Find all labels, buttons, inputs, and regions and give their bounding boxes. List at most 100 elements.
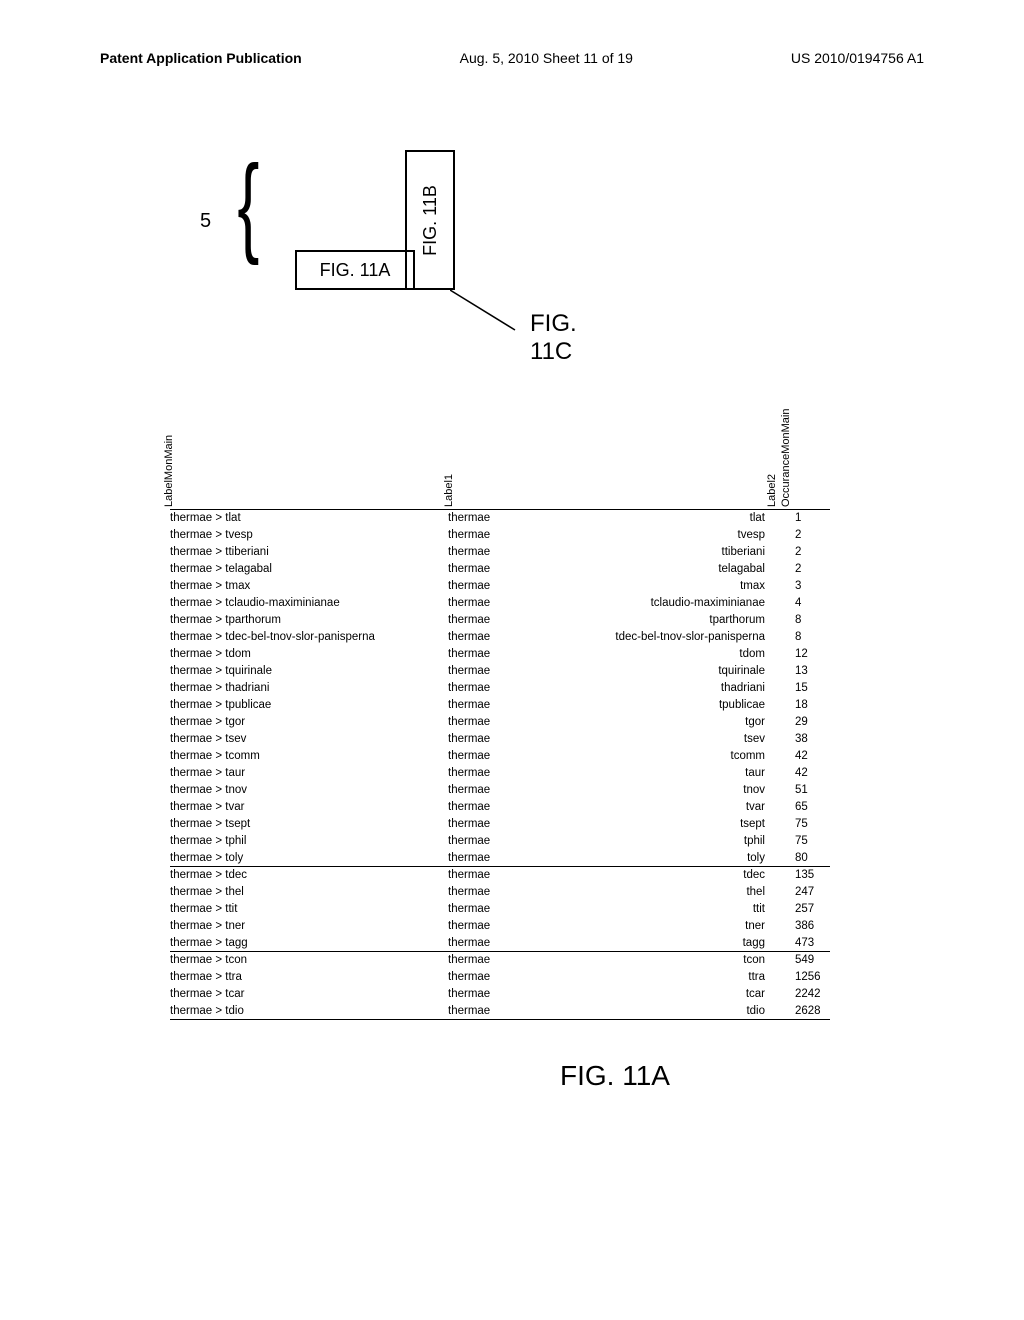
table-row: thermae > tgorthermaetgor29 — [170, 714, 830, 731]
cell-label1: thermae — [448, 952, 533, 969]
cell-label2: tnov — [533, 782, 795, 799]
header-right: US 2010/0194756 A1 — [791, 50, 924, 66]
cell-labelmonmain: thermae > tsev — [170, 731, 448, 748]
table-row: thermae > ttrathermaettra1256 — [170, 969, 830, 986]
cell-labelmonmain: thermae > tcomm — [170, 748, 448, 765]
cell-labelmonmain: thermae > thadriani — [170, 680, 448, 697]
cell-label1: thermae — [448, 527, 533, 544]
cell-label1: thermae — [448, 731, 533, 748]
cell-labelmonmain: thermae > taur — [170, 765, 448, 782]
brace-label: 5 — [200, 210, 211, 233]
cell-occurance: 38 — [795, 731, 830, 748]
cell-labelmonmain: thermae > tner — [170, 918, 448, 935]
cell-label1: thermae — [448, 663, 533, 680]
cell-occurance: 8 — [795, 612, 830, 629]
cell-label2: tphil — [533, 833, 795, 850]
table-row: thermae > tseptthermaetsept75 — [170, 816, 830, 833]
table-row: thermae > tpublicaethermaetpublicae18 — [170, 697, 830, 714]
cell-occurance: 257 — [795, 901, 830, 918]
cell-label2: tmax — [533, 578, 795, 595]
cell-labelmonmain: thermae > toly — [170, 850, 448, 866]
fig-box-a-label: FIG. 11A — [320, 260, 391, 281]
cell-label2: telagabal — [533, 561, 795, 578]
cell-labelmonmain: thermae > tquirinale — [170, 663, 448, 680]
cell-label2: tparthorum — [533, 612, 795, 629]
cell-occurance: 15 — [795, 680, 830, 697]
cell-occurance: 549 — [795, 952, 830, 969]
cell-occurance: 42 — [795, 748, 830, 765]
table-row: thermae > tolythermaetoly80 — [170, 850, 830, 867]
cell-label2: ttit — [533, 901, 795, 918]
table-row: thermae > thadrianithermaethadriani15 — [170, 680, 830, 697]
cell-occurance: 3 — [795, 578, 830, 595]
table-body: thermae > tlatthermaetlat1thermae > tves… — [170, 510, 830, 1020]
cell-label2: tdom — [533, 646, 795, 663]
cell-label2: tvar — [533, 799, 795, 816]
table-row: thermae > tconthermaetcon549 — [170, 952, 830, 969]
table-row: thermae > tmaxthermaetmax3 — [170, 578, 830, 595]
cell-label1: thermae — [448, 578, 533, 595]
cell-labelmonmain: thermae > thel — [170, 884, 448, 901]
cell-label1: thermae — [448, 629, 533, 646]
cell-labelmonmain: thermae > tsept — [170, 816, 448, 833]
cell-labelmonmain: thermae > tdio — [170, 1003, 448, 1019]
data-table: LabelMonMain Label1 Label2 OccuranceMonM… — [170, 410, 830, 1020]
cell-label1: thermae — [448, 697, 533, 714]
table-row: thermae > taurthermaetaur42 — [170, 765, 830, 782]
cell-occurance: 51 — [795, 782, 830, 799]
pointer-line-icon — [450, 290, 520, 350]
table-row: thermae > taggthermaetagg473 — [170, 935, 830, 952]
cell-labelmonmain: thermae > tdec-bel-tnov-slor-panisperna — [170, 629, 448, 646]
cell-label1: thermae — [448, 782, 533, 799]
cell-labelmonmain: thermae > tvar — [170, 799, 448, 816]
cell-label2: ttiberiani — [533, 544, 795, 561]
cell-label1: thermae — [448, 918, 533, 935]
table-row: thermae > ttiberianithermaettiberiani2 — [170, 544, 830, 561]
cell-labelmonmain: thermae > tvesp — [170, 527, 448, 544]
cell-occurance: 2 — [795, 527, 830, 544]
col-header-label1: Label1 — [443, 474, 455, 507]
cell-label1: thermae — [448, 816, 533, 833]
cell-occurance: 4 — [795, 595, 830, 612]
cell-occurance: 1256 — [795, 969, 830, 986]
table-row: thermae > thelthermaethel247 — [170, 884, 830, 901]
cell-occurance: 42 — [795, 765, 830, 782]
header-left: Patent Application Publication — [100, 50, 302, 66]
cell-label1: thermae — [448, 561, 533, 578]
table-row: thermae > tvespthermaetvesp2 — [170, 527, 830, 544]
table-row: thermae > tcarthermaetcar2242 — [170, 986, 830, 1003]
table-row: thermae > tphilthermaetphil75 — [170, 833, 830, 850]
cell-occurance: 247 — [795, 884, 830, 901]
cell-labelmonmain: thermae > ttra — [170, 969, 448, 986]
table-row: thermae > tvarthermaetvar65 — [170, 799, 830, 816]
table-row: thermae > tcommthermaetcomm42 — [170, 748, 830, 765]
cell-label2: tvesp — [533, 527, 795, 544]
cell-label1: thermae — [448, 1003, 533, 1019]
cell-label1: thermae — [448, 680, 533, 697]
cell-label2: taur — [533, 765, 795, 782]
table-row: thermae > tlatthermaetlat1 — [170, 510, 830, 527]
fig-box-a: FIG. 11A — [295, 250, 415, 290]
cell-label2: tgor — [533, 714, 795, 731]
cell-label2: thel — [533, 884, 795, 901]
cell-occurance: 2628 — [795, 1003, 830, 1019]
cell-label1: thermae — [448, 544, 533, 561]
table-row: thermae > tparthorumthermaetparthorum8 — [170, 612, 830, 629]
cell-label2: tcon — [533, 952, 795, 969]
cell-labelmonmain: thermae > tdec — [170, 867, 448, 884]
cell-label2: tclaudio-maximinianae — [533, 595, 795, 612]
cell-label2: tlat — [533, 510, 795, 527]
col-header-label2: Label2 — [766, 474, 778, 507]
cell-occurance: 1 — [795, 510, 830, 527]
cell-labelmonmain: thermae > tlat — [170, 510, 448, 527]
figure-layout-diagram: { 5 FIG. 11A FIG. 11B FIG. 11C — [210, 140, 570, 330]
table-row: thermae > telagabalthermaetelagabal2 — [170, 561, 830, 578]
cell-label2: ttra — [533, 969, 795, 986]
table-row: thermae > tsevthermaetsev38 — [170, 731, 830, 748]
cell-label2: tpublicae — [533, 697, 795, 714]
cell-label1: thermae — [448, 833, 533, 850]
table-row: thermae > tquirinalethermaetquirinale13 — [170, 663, 830, 680]
cell-labelmonmain: thermae > tdom — [170, 646, 448, 663]
cell-label2: tsept — [533, 816, 795, 833]
cell-label1: thermae — [448, 765, 533, 782]
